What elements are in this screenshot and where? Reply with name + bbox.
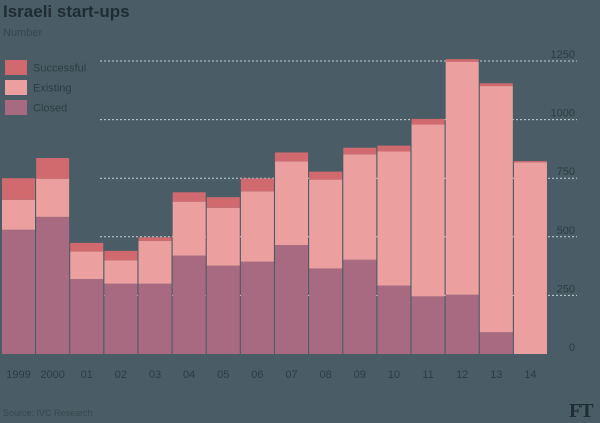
bar-existing-1999 — [2, 199, 35, 230]
x-tick-label-02: 02 — [115, 369, 127, 381]
bar-closed-11 — [411, 296, 445, 354]
bar-successful-2000 — [36, 158, 70, 179]
bar-successful-04 — [172, 192, 206, 202]
bars — [2, 59, 547, 354]
x-tick-label-01: 01 — [81, 369, 93, 381]
legend: Successful Existing Closed — [5, 60, 86, 115]
bar-existing-04 — [172, 201, 206, 256]
bar-existing-10 — [377, 151, 411, 286]
bar-existing-02 — [104, 260, 138, 284]
bar-closed-03 — [138, 283, 172, 354]
chart-title: Israeli start-ups — [3, 2, 130, 21]
x-tick-label-06: 06 — [251, 369, 263, 381]
legend-label-closed: Closed — [33, 103, 67, 115]
bar-successful-07 — [275, 152, 309, 162]
bar-closed-2000 — [36, 216, 70, 354]
bar-successful-02 — [104, 250, 138, 261]
bar-existing-07 — [275, 161, 309, 246]
x-tick-label-07: 07 — [285, 369, 297, 381]
x-tick-label-05: 05 — [217, 369, 229, 381]
bar-existing-05 — [206, 207, 240, 266]
bar-closed-01 — [70, 278, 104, 354]
bar-closed-02 — [104, 283, 138, 354]
bar-closed-06 — [240, 261, 274, 354]
bar-existing-03 — [138, 240, 172, 284]
bar-closed-10 — [377, 285, 411, 354]
bar-existing-2000 — [36, 178, 70, 217]
legend-label-existing: Existing — [33, 83, 72, 95]
bar-existing-12 — [445, 61, 479, 295]
x-tick-label-11: 11 — [422, 369, 433, 381]
x-tick-label-2000: 2000 — [40, 369, 64, 381]
y-tick-label-1250: 1250 — [551, 49, 575, 61]
bar-existing-08 — [309, 179, 343, 269]
bar-successful-1999 — [2, 178, 35, 200]
bar-successful-05 — [206, 197, 240, 208]
x-tick-label-08: 08 — [320, 369, 332, 381]
legend-swatch-existing — [5, 80, 27, 95]
bar-successful-10 — [377, 145, 411, 152]
bar-successful-11 — [411, 118, 445, 125]
x-tick-label-14: 14 — [524, 369, 536, 381]
y-tick-label-250: 250 — [557, 283, 575, 295]
bar-closed-12 — [445, 294, 479, 354]
bar-existing-14 — [513, 162, 547, 354]
bar-successful-01 — [70, 242, 104, 252]
y-tick-labels: 0 250 500 750 1000 1250 — [551, 49, 575, 354]
legend-swatch-successful — [5, 60, 27, 75]
bar-existing-11 — [411, 124, 445, 297]
bar-existing-13 — [479, 86, 513, 333]
bar-closed-13 — [479, 332, 513, 354]
bar-successful-08 — [309, 171, 343, 180]
bar-closed-09 — [343, 259, 377, 354]
x-tick-label-12: 12 — [456, 369, 468, 381]
bar-successful-13 — [479, 83, 513, 87]
bar-closed-07 — [275, 245, 309, 354]
x-tick-label-13: 13 — [490, 369, 502, 381]
bar-existing-09 — [343, 154, 377, 260]
x-tick-labels: 1999 2000 01 02 03 04 05 06 07 08 09 10 11 12 13 14 — [6, 369, 536, 381]
bar-closed-08 — [309, 268, 343, 354]
bar-successful-03 — [138, 237, 172, 241]
bar-successful-12 — [445, 59, 479, 62]
y-tick-label-0: 0 — [569, 342, 575, 354]
source-note: Source: IVC Research — [3, 408, 93, 418]
y-tick-label-500: 500 — [557, 225, 575, 237]
bar-successful-09 — [343, 147, 377, 155]
y-tick-label-1000: 1000 — [551, 108, 575, 120]
legend-swatch-closed — [5, 100, 27, 115]
bar-existing-06 — [240, 191, 274, 262]
x-tick-label-03: 03 — [149, 369, 161, 381]
x-tick-label-09: 09 — [354, 369, 366, 381]
chart-subtitle: Number — [3, 27, 43, 39]
ft-logo: FT — [569, 400, 594, 422]
bar-successful-14 — [513, 161, 547, 163]
x-tick-label-10: 10 — [388, 369, 400, 381]
legend-label-successful: Successful — [33, 63, 86, 75]
bar-closed-05 — [206, 265, 240, 354]
bar-closed-04 — [172, 255, 206, 354]
bar-existing-01 — [70, 251, 104, 279]
bar-closed-1999 — [2, 229, 35, 354]
bar-successful-06 — [240, 178, 274, 192]
x-tick-label-1999: 1999 — [6, 369, 30, 381]
y-tick-label-750: 750 — [557, 166, 575, 178]
x-tick-label-04: 04 — [183, 369, 195, 381]
